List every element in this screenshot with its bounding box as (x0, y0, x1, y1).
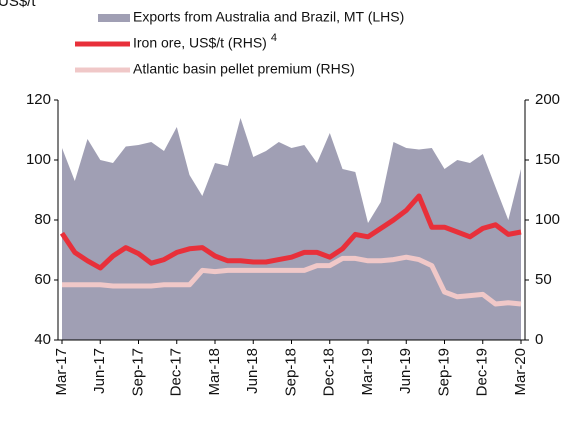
x-tick-label: Dec-18 (321, 348, 338, 396)
x-tick-label: Jun-18 (244, 348, 261, 394)
y2-tick-label: 200 (535, 91, 560, 108)
x-tick-label: Sep-17 (129, 348, 146, 396)
x-tick-label: Sep-19 (435, 348, 452, 396)
y2-tick-label: 0 (535, 331, 543, 348)
x-tick-label: Jun-17 (91, 348, 108, 394)
x-tick-label: Mar-19 (359, 348, 376, 396)
y-tick-label: 100 (26, 151, 51, 168)
x-tick-label: Mar-20 (512, 348, 529, 396)
y2-tick-label: 150 (535, 151, 560, 168)
x-tick-label: Mar-17 (53, 348, 70, 396)
x-tick-label: Dec-17 (168, 348, 185, 396)
legend-note: 4 (271, 32, 277, 44)
legend-swatch (98, 14, 130, 22)
legend-label: Atlantic basin pellet premium (RHS) (133, 61, 355, 77)
x-tick-label: Dec-19 (474, 348, 491, 396)
x-tick-label: Jun-19 (397, 348, 414, 394)
y2-tick-label: 50 (535, 271, 552, 288)
line (62, 254, 522, 307)
y-tick-label: 120 (26, 91, 51, 108)
x-tick-label: Sep-18 (282, 348, 299, 396)
y2-tick-label: 100 (535, 211, 560, 228)
y-axis-label: US$/t (0, 0, 36, 10)
x-tick-label: Mar-18 (206, 348, 223, 396)
y-tick-label: 40 (34, 331, 51, 348)
legend-label: Iron ore, US$/t (RHS) (133, 35, 267, 51)
y-tick-label: 80 (34, 211, 51, 228)
legend-label: Exports from Australia and Brazil, MT (L… (133, 9, 404, 25)
line (59, 193, 522, 271)
y-tick-label: 60 (34, 271, 51, 288)
